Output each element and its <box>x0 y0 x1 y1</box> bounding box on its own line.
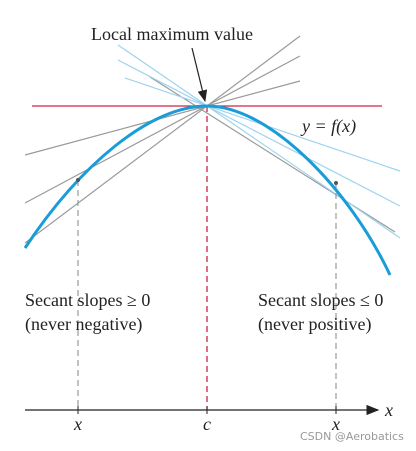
point <box>76 178 80 182</box>
tick-label: x <box>331 414 340 434</box>
watermark: CSDN @Aerobatics <box>300 430 404 443</box>
point <box>334 181 338 185</box>
axis-label: x <box>384 400 393 420</box>
left-note: (never negative) <box>25 314 142 335</box>
axis-ticks <box>77 406 337 414</box>
left-secants <box>24 35 396 244</box>
tick-label: x <box>73 414 82 434</box>
curve <box>23 104 392 276</box>
tick-label: c <box>203 414 211 434</box>
left-note: Secant slopes ≥ 0 <box>25 290 150 310</box>
title-arrow <box>191 47 208 103</box>
title: Local maximum value <box>91 24 253 44</box>
curve-label: y = f(x) <box>300 116 356 137</box>
right-note: (never positive) <box>258 314 371 335</box>
right-note: Secant slopes ≤ 0 <box>258 290 383 310</box>
